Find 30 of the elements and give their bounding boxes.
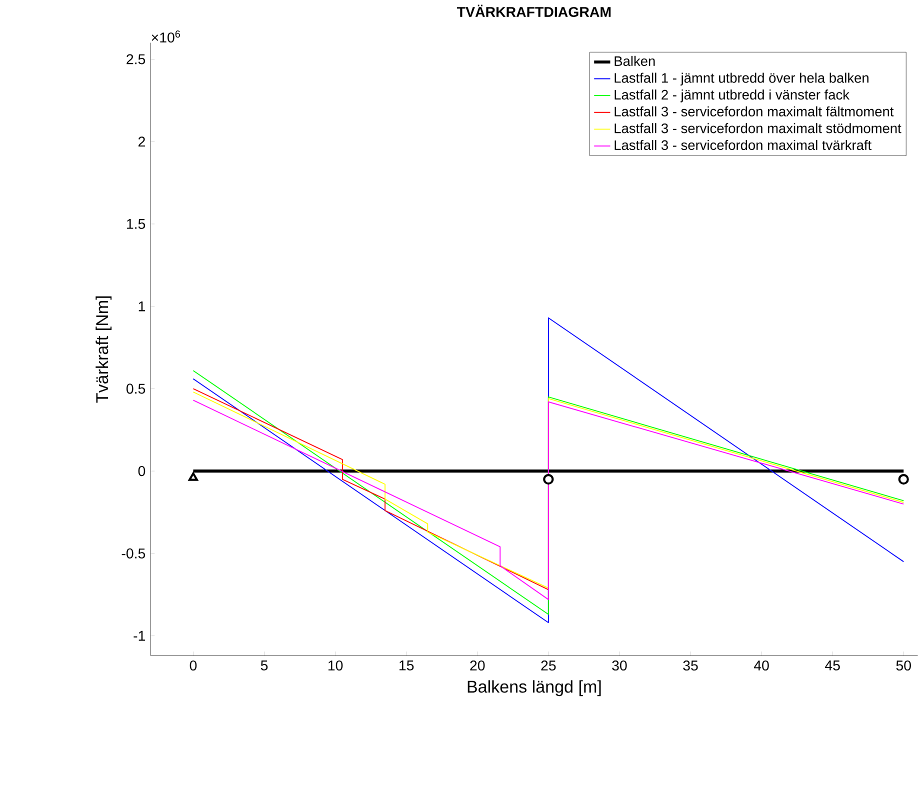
x-tick-label: 30 (612, 660, 627, 670)
text: ×10$^{6}$ (152, 30, 180, 42)
y-tick-label: 1.5 (127, 218, 146, 229)
legend-label: Balken (614, 56, 655, 66)
legend-label: Lastfall 3 - servicefordon maximal tvärkraft (614, 140, 872, 150)
x-tick-label: 10 (328, 660, 343, 670)
y-axis-title: Tvärkraft [Nm] (96, 296, 112, 403)
legend-label: Lastfall 1 - jämnt utbredd över hela balken (614, 72, 868, 86)
x-tick-label: 15 (400, 660, 414, 670)
x-tick-label: 5 (260, 660, 268, 670)
y-tick-label: 2.5 (126, 54, 146, 64)
line-series (192, 388, 549, 590)
legend-label: Lastfall 3 - servicefordon maximalt fältmoment (614, 106, 894, 116)
y-tick-label: -1 (134, 630, 145, 641)
x-tick-label: 50 (896, 660, 911, 670)
x-tick-label: 0 (190, 660, 197, 670)
y-tick-label: 0 (138, 466, 146, 476)
y-tick-label: -0.5 (122, 548, 146, 558)
legend-label: Lastfall 3 - servicefordon maximalt stödmoment (614, 122, 902, 134)
x-tick-label: 20 (470, 660, 485, 670)
x-axis-title: Balkens längd [m] (468, 680, 601, 696)
y-tick-label: 0.5 (126, 384, 146, 394)
x-tick-label: 25 (541, 660, 556, 670)
y-tick-label: 1 (138, 301, 145, 312)
y-tick-label: 2 (138, 136, 145, 146)
x-tick-label: 35 (683, 660, 698, 670)
legend-label: Lastfall 2 - jämnt utbredd i vänster fack (614, 89, 850, 102)
x-tick-label: 45 (824, 660, 840, 670)
x-tick-label: 40 (754, 660, 769, 670)
chart-title: TVÄRKRAFTDIAGRAM (457, 4, 611, 17)
